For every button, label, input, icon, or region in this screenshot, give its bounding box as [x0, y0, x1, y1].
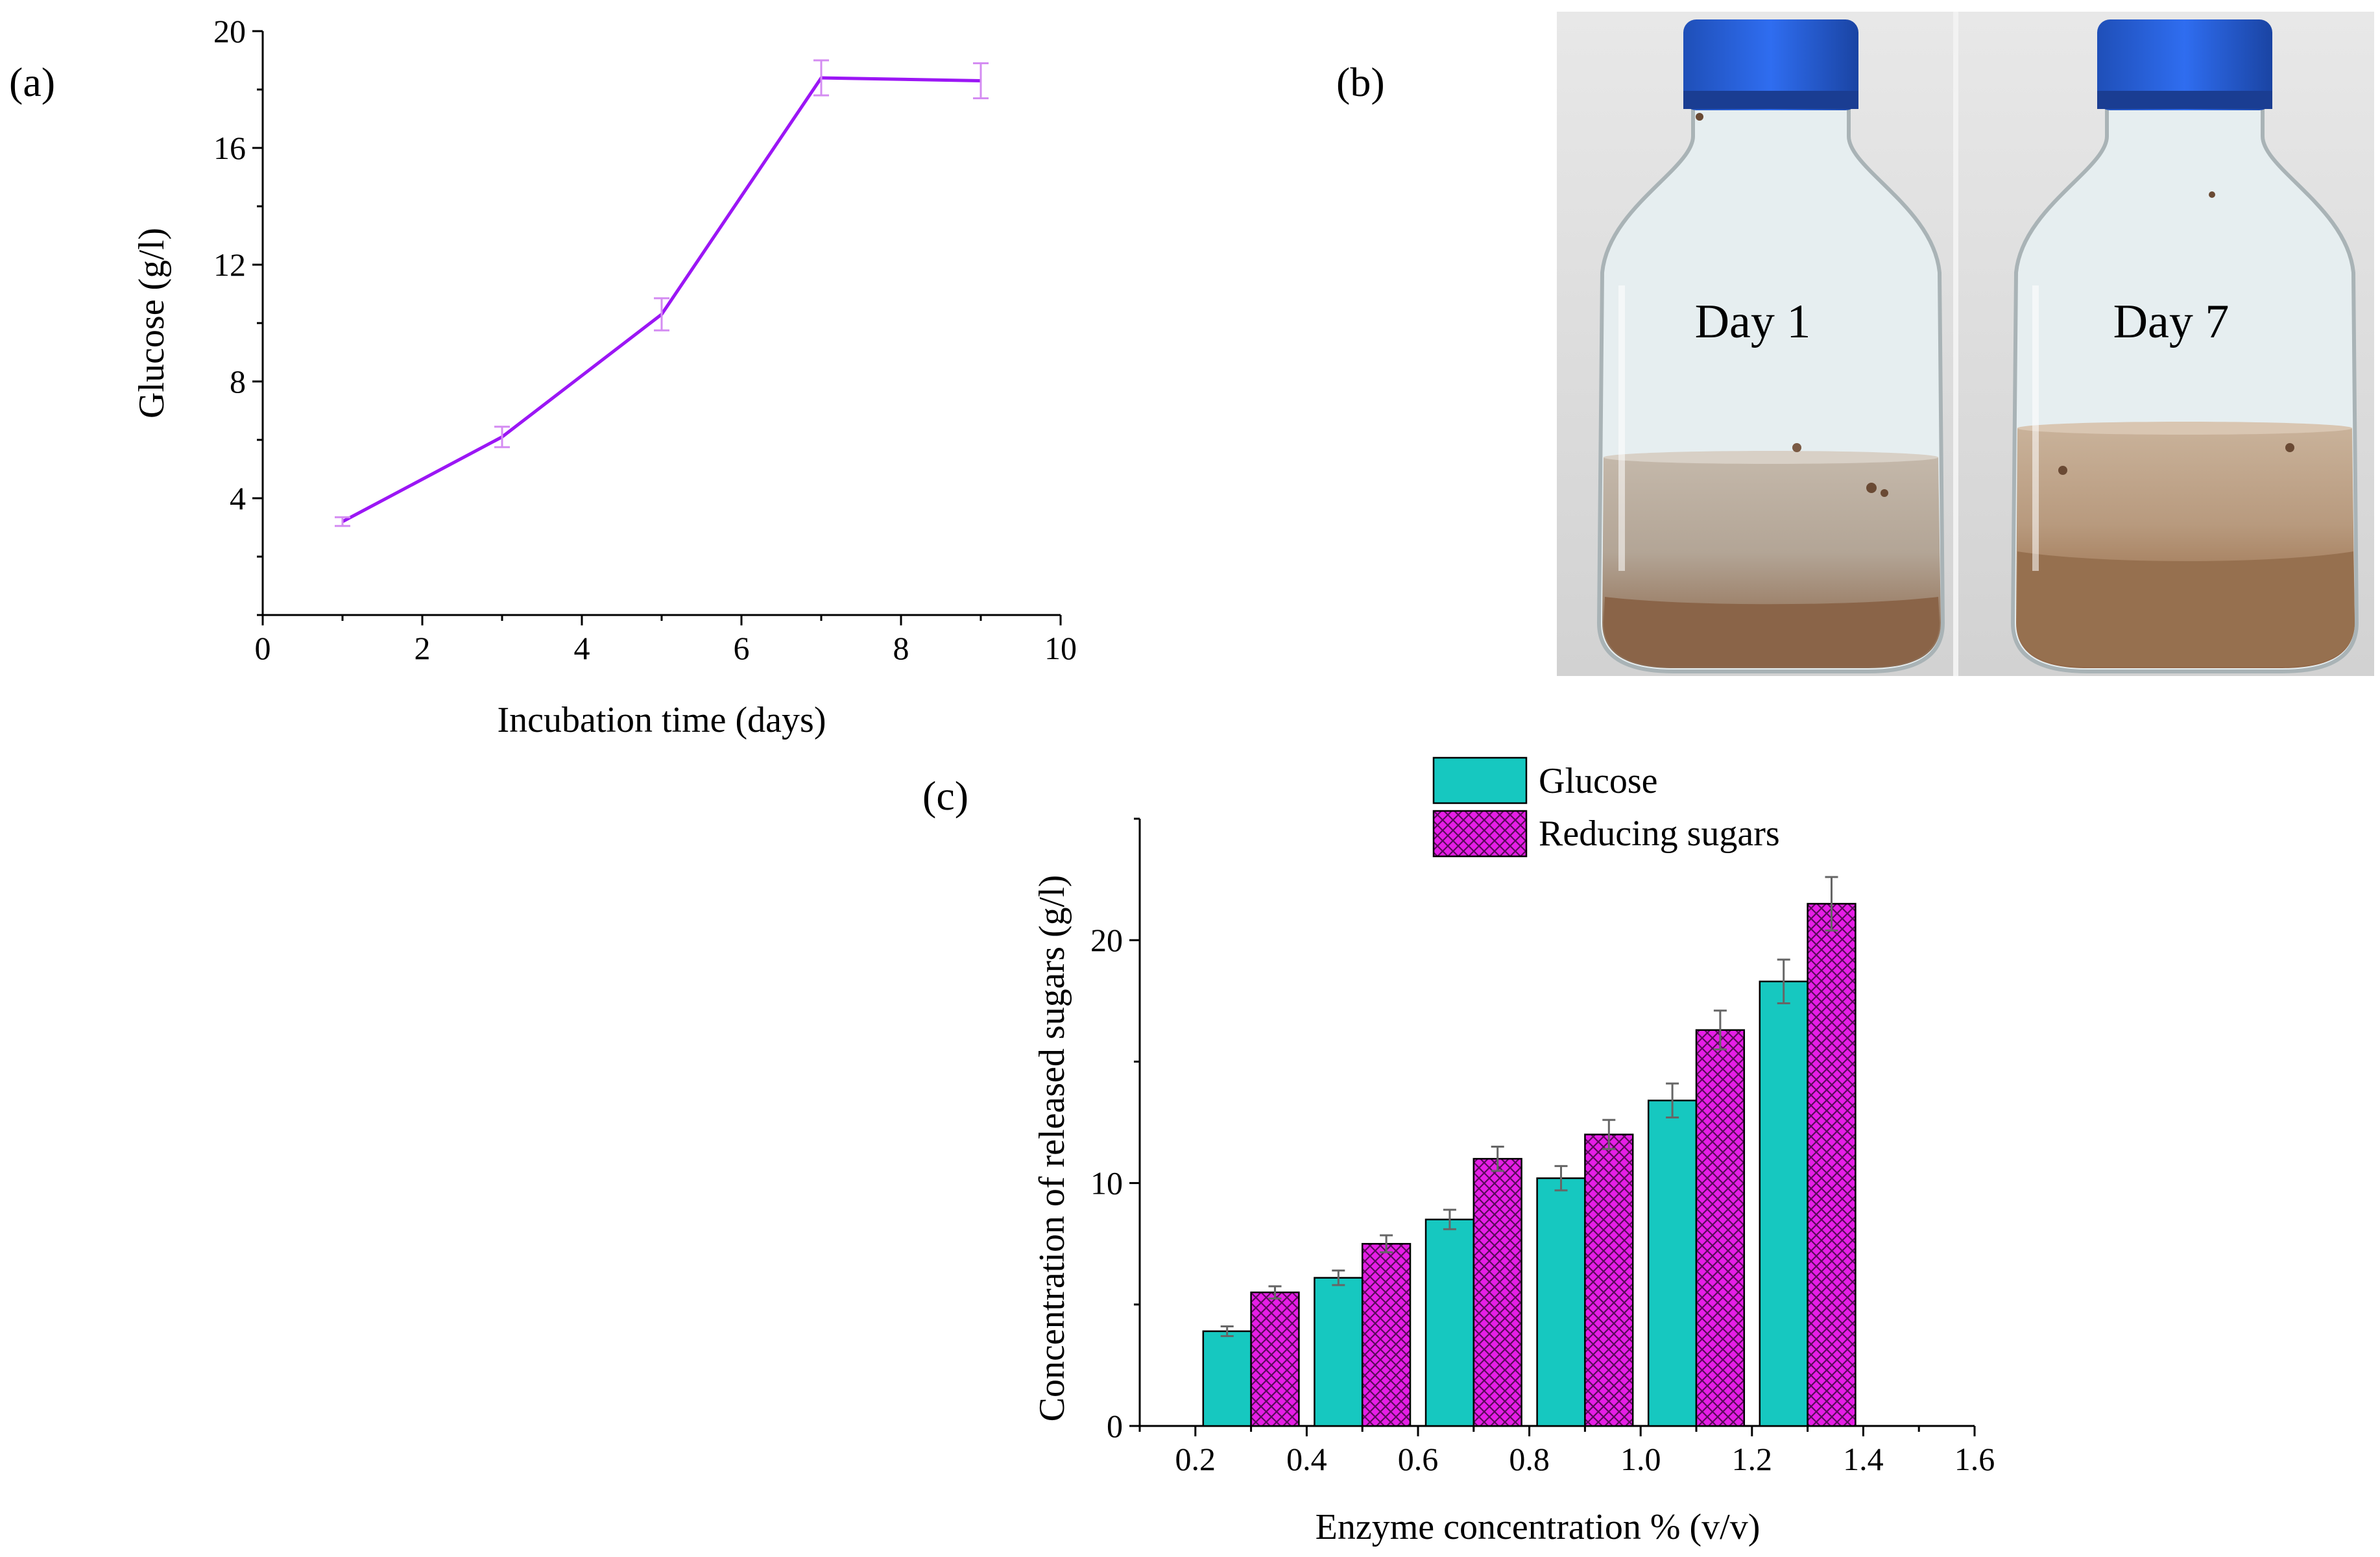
x-axis-title: Incubation time (days) — [498, 700, 826, 740]
particle — [2285, 443, 2294, 452]
x-tick-label: 1.0 — [1620, 1441, 1661, 1477]
bar-glucose — [1647, 1100, 1698, 1427]
bar-reducing-sugars — [1584, 1133, 1634, 1427]
legend: Glucose Reducing sugars — [1432, 756, 1780, 858]
bottle-day1 — [1596, 19, 1945, 673]
bar-reducing-sugars — [1472, 1157, 1522, 1427]
y-tick-label: 10 — [1090, 1165, 1123, 1201]
x-tick-label: 1.4 — [1843, 1441, 1884, 1477]
particle — [2058, 466, 2067, 475]
bar-reducing-sugars — [1807, 902, 1857, 1427]
x-tick-label: 2 — [415, 630, 431, 666]
y-tick-label: 0 — [1107, 1408, 1123, 1444]
particle — [1792, 443, 1801, 452]
legend-label-glucose: Glucose — [1539, 761, 1658, 801]
bottle-day7 — [2010, 19, 2359, 673]
bottle-cap — [1683, 19, 1858, 110]
panel-b-label: (b) — [1336, 59, 1385, 105]
particle — [1696, 113, 1703, 121]
x-tick-label: 0.2 — [1175, 1441, 1216, 1477]
bar-glucose — [1759, 980, 1809, 1427]
bottle-photo: Day 1 Day 7 — [1557, 12, 2374, 676]
x-tick-label: 1.2 — [1732, 1441, 1773, 1477]
particle — [2209, 191, 2215, 198]
y-tick-label: 20 — [213, 13, 246, 49]
y-tick-label: 16 — [213, 130, 246, 166]
y-tick-label: 12 — [213, 247, 246, 283]
x-tick-label: 0.6 — [1398, 1441, 1439, 1477]
x-tick-label: 1.6 — [1954, 1441, 1995, 1477]
legend-swatch-glucose — [1432, 756, 1528, 804]
x-tick-label: 0.8 — [1509, 1441, 1550, 1477]
bar-glucose — [1314, 1277, 1364, 1427]
x-tick-label: 0 — [255, 630, 271, 666]
y-tick-label: 8 — [230, 363, 246, 400]
x-axis-title: Enzyme concentration % (v/v) — [1316, 1507, 1761, 1547]
bottle-sediment — [1604, 597, 1940, 667]
bottle-cap — [2097, 19, 2272, 110]
legend-swatch-reducing-sugars — [1432, 810, 1528, 858]
y-axis-title: Concentration of released sugars (g/l) — [1032, 875, 1072, 1422]
bottle-sediment — [2017, 551, 2355, 667]
chart-a: 0 2 4 6 8 10 4 8 12 16 20 Incubation time (days) Glu… — [132, 13, 1077, 740]
particle — [1866, 483, 1877, 493]
bar-glucose — [1202, 1330, 1252, 1427]
bar-reducing-sugars — [1695, 1029, 1746, 1427]
particle — [1881, 489, 1888, 497]
x-tick-label: 4 — [574, 630, 590, 666]
liquid-surface — [2017, 422, 2352, 435]
liquid-surface — [1604, 451, 1938, 464]
x-tick-label: 6 — [734, 630, 750, 666]
panel-a-label: (a) — [9, 59, 55, 105]
photo-label-day7: Day 7 — [2113, 295, 2230, 348]
y-tick-label: 20 — [1090, 922, 1123, 958]
photo-label-day1: Day 1 — [1695, 295, 1811, 348]
bottle-cap-ring — [2097, 91, 2272, 109]
y-axis-title: Glucose (g/l) — [132, 228, 172, 418]
x-tick-label: 8 — [893, 630, 909, 666]
x-tick-label: 0.4 — [1286, 1441, 1327, 1477]
bar-glucose — [1536, 1177, 1586, 1427]
bar-glucose — [1424, 1218, 1475, 1427]
chart-c: 0.2 0.4 0.6 0.8 1.0 1.2 1.4 1.6 0 10 20 Enzyme conc… — [1032, 756, 1995, 1547]
panel-c-label: (c) — [922, 773, 968, 819]
bar-reducing-sugars — [1361, 1242, 1412, 1427]
y-tick-label: 4 — [230, 480, 246, 516]
bottle-cap-ring — [1683, 91, 1858, 109]
legend-label-reducing-sugars: Reducing sugars — [1539, 814, 1780, 854]
bar-reducing-sugars — [1250, 1291, 1300, 1427]
x-tick-label: 10 — [1044, 630, 1077, 666]
